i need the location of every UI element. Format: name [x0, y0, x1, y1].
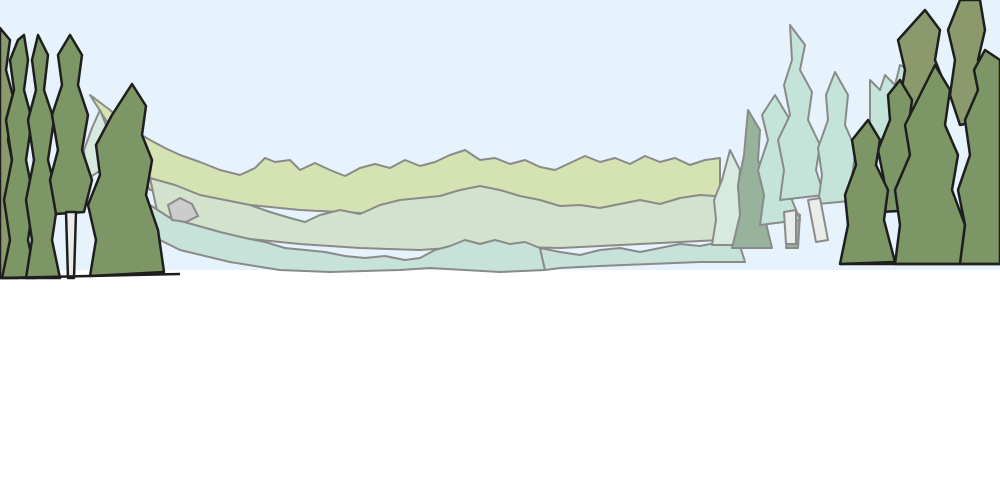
right-conifer-cluster [838, 0, 1000, 266]
left-conifer-cluster [0, 26, 181, 280]
far-hills [89, 94, 721, 216]
right-pale-conifers [711, 24, 911, 249]
near-forest-band [149, 204, 546, 273]
near-forest-band [539, 241, 746, 271]
bush [166, 196, 200, 224]
ground [0, 270, 1000, 500]
